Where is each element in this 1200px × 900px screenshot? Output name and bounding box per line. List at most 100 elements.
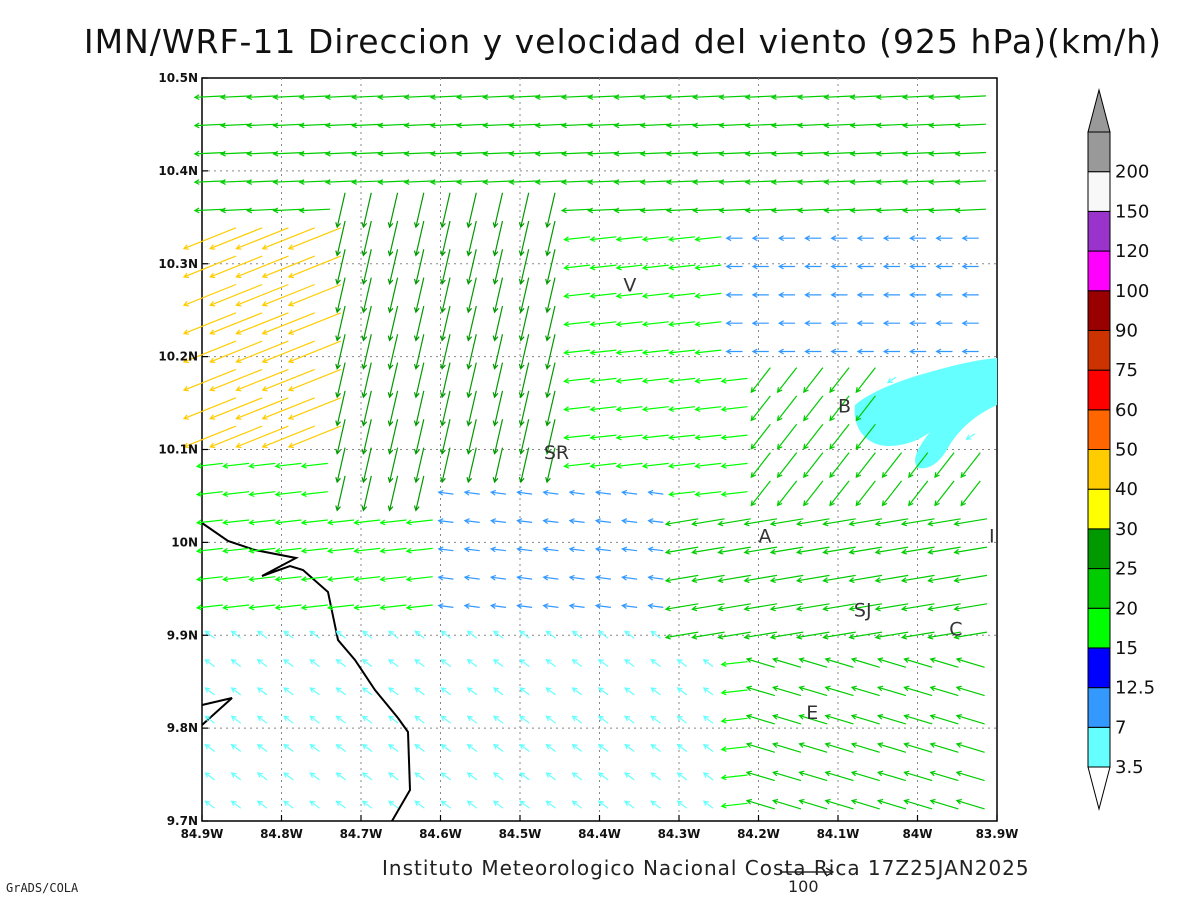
- wind-arrow: [545, 305, 556, 342]
- wind-arrow: [856, 263, 874, 270]
- wind-arrow: [965, 404, 976, 412]
- software-credit: GrADS/COLA: [6, 881, 79, 895]
- wind-arrow: [665, 207, 698, 214]
- wind-arrow: [387, 800, 399, 809]
- wind-arrow: [668, 434, 696, 441]
- wind-arrow: [954, 150, 986, 157]
- wind-arrow: [961, 320, 979, 327]
- wind-arrow: [717, 518, 751, 527]
- wind-arrow: [256, 630, 268, 639]
- wind-arrow: [353, 576, 381, 583]
- wind-arrow: [934, 452, 955, 479]
- wind-arrow: [668, 406, 696, 413]
- wind-arrow: [725, 291, 743, 298]
- colorbar-segment: [1087, 329, 1111, 371]
- wind-arrow: [829, 480, 850, 507]
- wind-arrow: [927, 574, 961, 584]
- wind-arrow: [413, 390, 425, 427]
- wind-arrow: [248, 547, 276, 554]
- wind-arrow: [855, 423, 876, 450]
- wind-arrow: [440, 334, 451, 370]
- wind-arrow: [413, 249, 425, 286]
- wind-arrow: [777, 348, 796, 355]
- wind-arrow: [665, 179, 698, 185]
- wind-arrow: [437, 489, 454, 496]
- colorbar-label: 25: [1115, 559, 1138, 580]
- colorbar-segment: [1087, 131, 1111, 173]
- wind-arrow: [743, 574, 778, 584]
- wind-arrow: [822, 603, 856, 612]
- wind-arrow: [797, 94, 829, 101]
- wind-arrow: [953, 603, 987, 612]
- wind-arrow: [230, 800, 242, 809]
- wind-arrow: [414, 743, 425, 752]
- wind-arrow: [903, 742, 933, 753]
- wind-arrow: [771, 742, 802, 753]
- wind-arrow: [377, 122, 409, 129]
- wind-arrow: [361, 277, 372, 314]
- wind-arrow: [903, 685, 933, 697]
- wind-arrow: [875, 207, 908, 214]
- wind-arrow: [413, 305, 425, 342]
- y-tick-label: 10N: [171, 535, 198, 549]
- wind-arrow: [769, 518, 804, 527]
- wind-arrow: [597, 772, 609, 781]
- wind-arrow: [387, 390, 399, 427]
- wind-arrow: [750, 423, 771, 450]
- wind-speed-shading: [854, 358, 997, 469]
- colorbar-label: 100: [1115, 281, 1149, 302]
- wind-arrow: [909, 263, 927, 270]
- wind-arrow: [222, 576, 250, 583]
- wind-arrow: [489, 546, 506, 553]
- wind-arrow: [589, 434, 617, 441]
- wind-arrow: [718, 150, 750, 157]
- wind-arrow: [571, 800, 583, 809]
- wind-arrow: [335, 715, 347, 724]
- wind-arrow: [804, 291, 822, 298]
- wind-arrow: [324, 150, 357, 157]
- wind-arrow: [668, 292, 696, 299]
- wind-arrow: [613, 94, 645, 101]
- wind-arrow: [717, 574, 751, 584]
- wind-arrow: [641, 377, 669, 384]
- place-label: E: [806, 702, 818, 724]
- wind-arrow: [222, 519, 250, 526]
- wind-arrow: [882, 235, 900, 242]
- wind-arrow: [770, 207, 803, 214]
- wind-arrow: [745, 798, 775, 810]
- wind-arrow: [882, 348, 900, 355]
- wind-arrow: [621, 546, 638, 553]
- wind-arrow: [300, 519, 328, 526]
- wind-arrow: [594, 546, 611, 553]
- wind-arrow: [647, 574, 664, 581]
- wind-arrow: [516, 489, 533, 496]
- colorbar-segment: [1087, 290, 1111, 331]
- wind-arrow: [209, 255, 263, 279]
- wind-arrow: [230, 715, 242, 724]
- wind-arrow: [563, 292, 591, 299]
- wind-arrow: [361, 475, 372, 512]
- wind-arrow: [594, 518, 611, 524]
- wind-arrow: [824, 798, 854, 810]
- wind-arrow: [886, 433, 897, 441]
- wind-arrow: [274, 604, 302, 611]
- wind-arrow: [440, 447, 451, 484]
- wind-arrow: [361, 305, 372, 342]
- wind-arrow: [856, 291, 874, 298]
- wind-arrow: [563, 462, 591, 469]
- wind-arrow: [953, 631, 987, 640]
- y-tick-label: 10.3N: [158, 257, 198, 271]
- wind-arrow: [776, 395, 798, 422]
- wind-arrow: [387, 305, 399, 342]
- wind-arrow: [492, 305, 504, 342]
- wind-arrow: [272, 122, 304, 129]
- wind-arrow: [195, 604, 223, 611]
- wind-arrow: [621, 574, 638, 581]
- wind-arrow: [771, 657, 802, 668]
- wind-arrow: [489, 574, 506, 581]
- wind-arrow: [929, 798, 959, 810]
- wind-arrow: [641, 321, 669, 328]
- wind-arrow: [272, 207, 304, 214]
- colorbar-label: 7: [1115, 717, 1126, 738]
